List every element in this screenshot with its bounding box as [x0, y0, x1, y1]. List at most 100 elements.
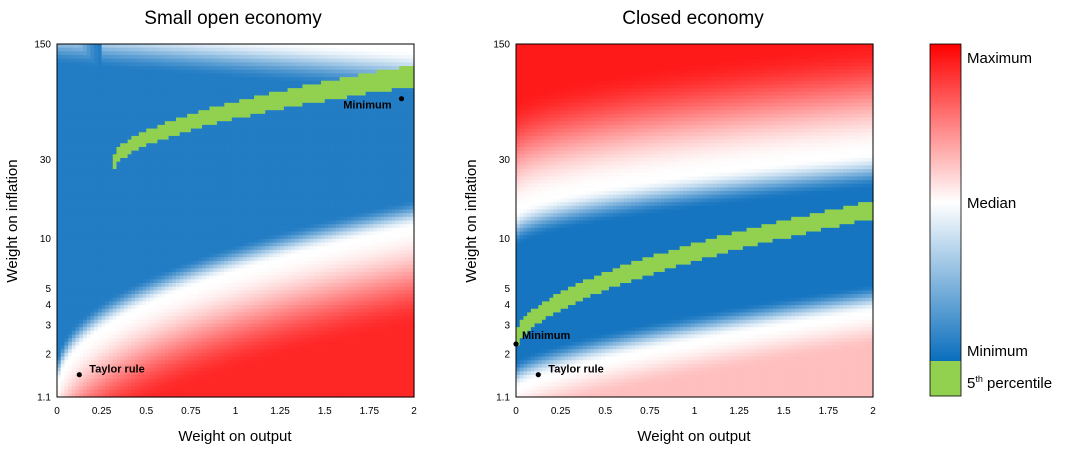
- heatmap-cell: [146, 132, 151, 137]
- heatmap-cell: [387, 77, 393, 82]
- heatmap-cell: [60, 154, 66, 159]
- heatmap-cell: [79, 128, 84, 133]
- heatmap-cell: [202, 106, 207, 111]
- heatmap-cell: [194, 205, 199, 211]
- heatmap-cell: [205, 139, 211, 144]
- heatmap-cell: [361, 216, 367, 222]
- heatmap-cell: [220, 62, 225, 67]
- heatmap-cell: [116, 205, 121, 211]
- heatmap-cell: [250, 139, 255, 144]
- heatmap-cell: [291, 194, 296, 200]
- heatmap-cell: [335, 165, 341, 170]
- heatmap-cell: [220, 117, 225, 122]
- heatmap-cell: [172, 102, 177, 108]
- heatmap-cell: [202, 77, 207, 82]
- heatmap-cell: [365, 106, 370, 111]
- heatmap-cell: [172, 47, 177, 52]
- heatmap-cell: [127, 172, 132, 177]
- heatmap-cell: [153, 220, 159, 225]
- heatmap-cell: [194, 69, 199, 75]
- heatmap-cell: [317, 95, 322, 100]
- heatmap-cell: [295, 161, 300, 166]
- heatmap-cell: [168, 121, 173, 126]
- heatmap-cell: [161, 84, 166, 89]
- heatmap-cell: [123, 180, 129, 185]
- heatmap-cell: [213, 73, 218, 78]
- heatmap-cell: [64, 73, 69, 78]
- heatmap-cell: [373, 165, 378, 170]
- heatmap-cell: [380, 110, 385, 115]
- heatmap-cell: [86, 161, 92, 166]
- heatmap-cell: [127, 209, 132, 214]
- heatmap-cell: [149, 205, 155, 211]
- heatmap-cell: [142, 113, 147, 119]
- heatmap-cell: [149, 191, 155, 196]
- heatmap-cell: [112, 202, 118, 207]
- heatmap-cell: [358, 117, 363, 122]
- heatmap-cell: [235, 128, 240, 133]
- heatmap-cell: [239, 113, 244, 119]
- heatmap-cell: [105, 110, 110, 115]
- heatmap-cell: [60, 44, 66, 49]
- heatmap-cell: [97, 84, 103, 89]
- heatmap-cell: [302, 91, 307, 97]
- heatmap-cell: [365, 220, 370, 225]
- heatmap-cell: [164, 102, 170, 108]
- heatmap-cell: [190, 231, 196, 236]
- heatmap-cell: [75, 224, 80, 229]
- heatmap-cell: [328, 62, 333, 67]
- heatmap-cell: [97, 99, 103, 104]
- heatmap-cell: [75, 95, 80, 100]
- heatmap-cell: [268, 154, 274, 159]
- heatmap-cell: [268, 220, 274, 225]
- heatmap-cell: [135, 227, 140, 233]
- heatmap-cell: [83, 106, 88, 111]
- heatmap-cell: [228, 220, 233, 225]
- heatmap-cell: [283, 220, 289, 225]
- heatmap-cell: [295, 62, 300, 67]
- heatmap-cell: [179, 165, 185, 170]
- heatmap-cell: [347, 55, 352, 60]
- heatmap-cell: [347, 176, 352, 181]
- heatmap-cell: [75, 220, 80, 225]
- heatmap-cell: [109, 110, 114, 115]
- heatmap-cell: [138, 157, 144, 163]
- heatmap-cell: [213, 161, 218, 166]
- heatmap-cell: [373, 157, 378, 163]
- heatmap-cell: [406, 135, 411, 141]
- heatmap-cell: [187, 150, 192, 155]
- heatmap-cell: [142, 150, 147, 155]
- heatmap-cell: [94, 135, 99, 141]
- heatmap-cell: [231, 117, 237, 122]
- heatmap-cell: [112, 62, 118, 67]
- heatmap-cell: [120, 121, 125, 126]
- heatmap-cell: [83, 132, 88, 137]
- heatmap-cell: [332, 135, 337, 141]
- heatmap-cell: [135, 69, 140, 75]
- heatmap-cell: [153, 187, 159, 192]
- heatmap-cell: [179, 146, 185, 152]
- heatmap-cell: [79, 224, 84, 229]
- heatmap-cell: [332, 99, 337, 104]
- heatmap-cell: [350, 143, 356, 148]
- heatmap-cell: [68, 227, 73, 233]
- heatmap-cell: [228, 139, 233, 144]
- heatmap-cell: [168, 69, 173, 75]
- heatmap-cell: [287, 66, 292, 71]
- heatmap-cell: [328, 55, 333, 60]
- heatmap-cell: [109, 139, 114, 144]
- heatmap-cell: [60, 128, 66, 133]
- heatmap-cell: [109, 187, 114, 192]
- heatmap-cell: [410, 198, 415, 203]
- heatmap-cell: [272, 227, 278, 233]
- heatmap-cell: [254, 69, 259, 75]
- heatmap-cell: [387, 150, 393, 155]
- heatmap-cell: [71, 143, 77, 148]
- heatmap-cell: [291, 198, 296, 203]
- heatmap-cell: [153, 157, 159, 163]
- heatmap-cell: [75, 110, 80, 115]
- heatmap-cell: [276, 132, 281, 137]
- heatmap-cell: [94, 146, 99, 152]
- heatmap-cell: [287, 150, 292, 155]
- heatmap-cell: [202, 209, 207, 214]
